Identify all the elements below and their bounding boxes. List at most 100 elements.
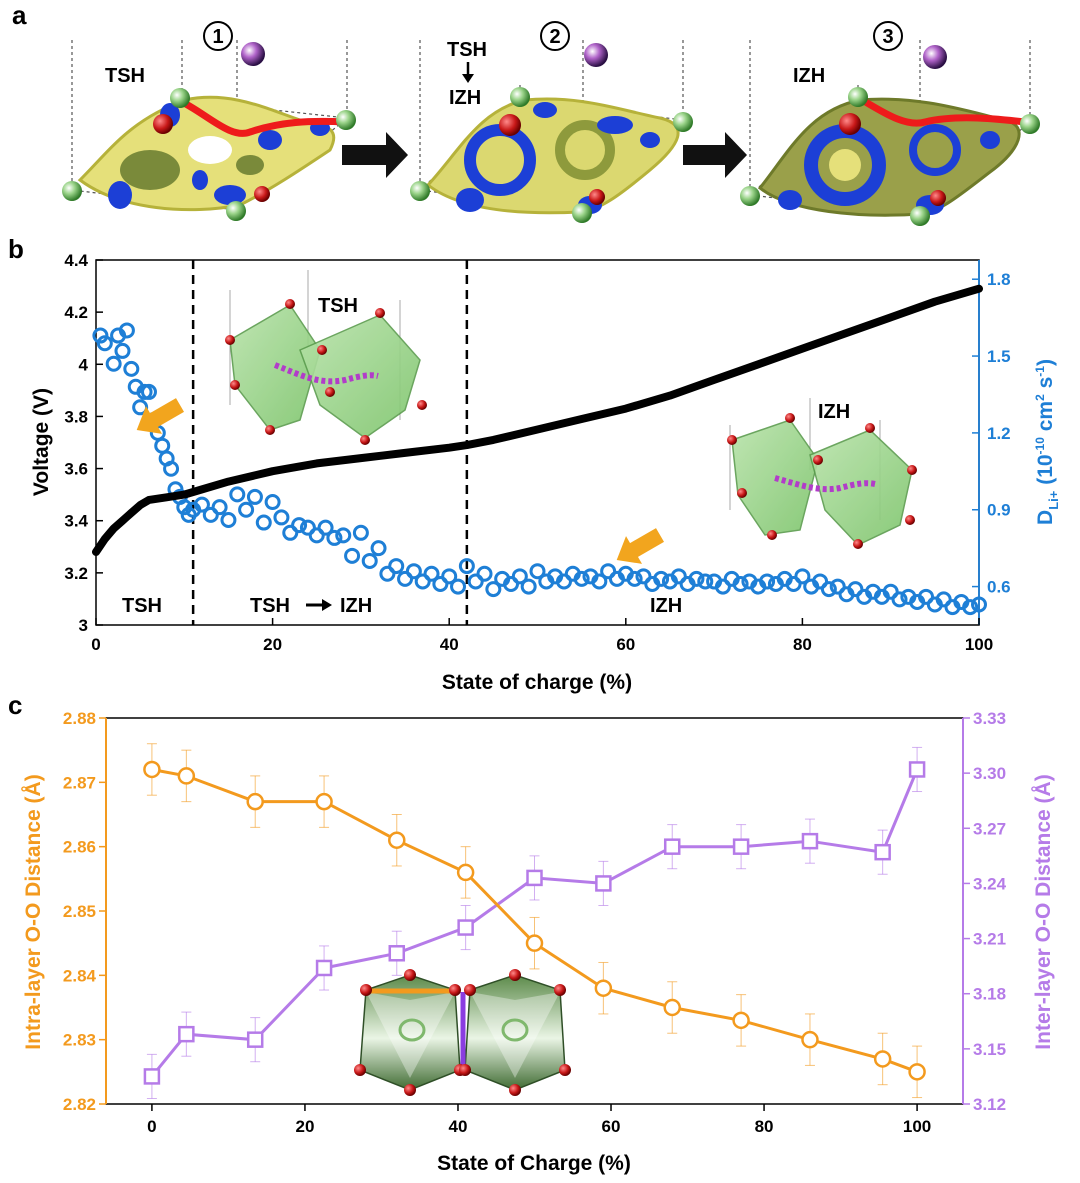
d-li-point — [732, 576, 749, 593]
x-tick-label: 0 — [91, 635, 100, 654]
inset-izh: IZH — [727, 398, 917, 549]
d-li-point — [441, 568, 458, 585]
d-li-point — [503, 576, 520, 593]
data-point — [732, 838, 750, 855]
d-li-point — [114, 342, 131, 359]
x-tick-label: 20 — [263, 635, 282, 654]
x-tick-label: 60 — [616, 635, 635, 654]
step-3-number: 3 — [882, 26, 893, 48]
data-point — [246, 792, 264, 811]
x-axis-label-c: State of Charge (%) — [437, 1152, 631, 1175]
y2-tick-label: 3.15 — [973, 1040, 1006, 1059]
d-li-point — [291, 517, 308, 534]
pointer-arrow-2 — [616, 528, 664, 564]
d-li-point — [229, 486, 246, 503]
d-li-point — [388, 558, 405, 575]
d-li-point — [962, 599, 979, 616]
y2-tick-label: 3.27 — [973, 819, 1006, 838]
x-axis-label-b: State of charge (%) — [442, 671, 632, 694]
d-li-point — [379, 565, 396, 582]
d-li-point — [476, 565, 493, 582]
y2-tick-label: 1.5 — [987, 347, 1011, 366]
d-li-point — [794, 568, 811, 585]
x-tick-label: 80 — [755, 1117, 774, 1136]
step-2-label-top: TSH — [447, 39, 487, 61]
data-point — [594, 979, 613, 997]
d-li-point — [918, 588, 935, 605]
data-point — [732, 1011, 750, 1030]
d-li-point — [759, 573, 776, 590]
d-li-point — [193, 496, 210, 513]
data-point — [595, 875, 612, 892]
d-li-point — [432, 576, 449, 593]
data-point — [456, 863, 475, 882]
step-2-label-bottom: IZH — [449, 87, 481, 109]
d-li-point — [370, 540, 387, 557]
y-tick-label: 2.82 — [63, 1095, 96, 1114]
d-li-point — [352, 524, 369, 541]
series-d-li — [92, 322, 987, 616]
panel-c: c 0 20 40 60 80 100 2.822.832.842.852.862.872… — [8, 690, 1055, 1175]
d-li-point — [317, 519, 334, 536]
y-tick-label: 3.8 — [64, 407, 88, 426]
x-tick-label: 20 — [295, 1117, 314, 1136]
data-point — [873, 1050, 892, 1068]
data-point — [388, 945, 406, 962]
d-li-point — [308, 527, 325, 544]
structure-2: 2 TSH IZH — [410, 21, 693, 223]
data-point — [801, 1030, 819, 1049]
step-3-label: IZH — [793, 65, 825, 87]
y2-tick-label: 0.9 — [987, 501, 1011, 520]
data-point — [143, 1068, 161, 1085]
x-tick-label: 80 — [793, 635, 812, 654]
d-li-point — [450, 578, 467, 595]
y2-axis-ticks: 0.6 0.9 1.2 1.5 1.8 — [972, 270, 1011, 597]
x-tick-label: 40 — [449, 1117, 468, 1136]
data-point — [388, 831, 406, 849]
data-point — [143, 760, 161, 779]
step-2-number: 2 — [549, 26, 560, 48]
right-arrow-icon — [306, 599, 332, 611]
d-li-point — [485, 581, 502, 598]
panel-a-letter: a — [12, 0, 27, 30]
d-li-point — [414, 573, 431, 590]
inset-izh-label: IZH — [818, 401, 850, 423]
d-li-point — [211, 499, 228, 516]
y2-tick-label: 3.24 — [973, 874, 1007, 893]
series-voltage-line — [92, 284, 983, 556]
region-label-transition-end: IZH — [340, 595, 372, 617]
y2-tick-label: 3.30 — [973, 764, 1006, 783]
series-inter-layer — [143, 746, 926, 1099]
d-li-point — [467, 573, 484, 590]
d-li-point — [105, 355, 122, 372]
y-axis-label-b: Voltage (V) — [30, 388, 53, 496]
x-tick-label: 100 — [903, 1117, 931, 1136]
down-arrow-icon — [462, 62, 474, 83]
d-li-point — [697, 573, 714, 590]
step-1-number: 1 — [212, 26, 223, 48]
x-axis-ticks: 0 20 40 60 80 100 — [91, 618, 993, 654]
x-tick-label: 0 — [147, 1117, 156, 1136]
d-li-point — [163, 460, 180, 477]
y-tick-label: 3.4 — [64, 512, 88, 531]
y-tick-label: 3.6 — [64, 460, 88, 479]
data-point — [315, 792, 333, 811]
d-li-point — [154, 437, 171, 454]
d-li-point — [812, 573, 829, 590]
d-li-point — [785, 576, 802, 593]
x-tick-label: 60 — [602, 1117, 621, 1136]
y-tick-label: 2.84 — [63, 966, 97, 985]
data-point — [801, 832, 819, 850]
y2-tick-label: 3.12 — [973, 1095, 1006, 1114]
d-li-point — [555, 573, 572, 590]
inset-octahedra — [354, 969, 571, 1096]
d-li-point — [344, 547, 361, 564]
d-li-point — [626, 570, 643, 587]
y2-axis-ticks: 3.12 3.15 3.18 3.21 3.24 3.27 3.30 3.33 — [963, 709, 1007, 1114]
y-tick-label: 4 — [79, 355, 89, 374]
y-tick-label: 3 — [79, 616, 88, 635]
region-label-izh: IZH — [650, 595, 682, 617]
d-li-point — [405, 563, 422, 580]
d-li-point — [123, 360, 140, 377]
panel-b-letter: b — [8, 234, 24, 264]
